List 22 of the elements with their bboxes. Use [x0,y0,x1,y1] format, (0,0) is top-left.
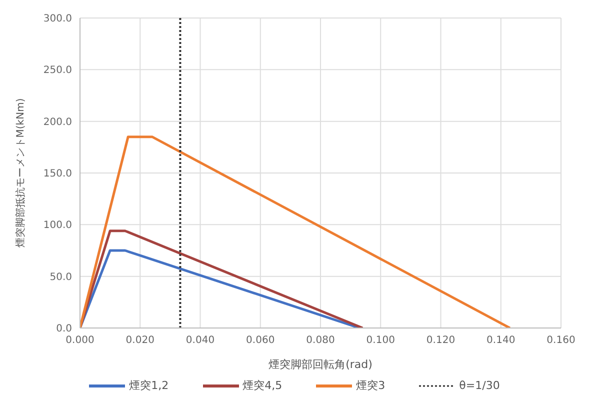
y-tick-label: 0.0 [56,324,72,335]
legend-label: 煙突4,5 [242,378,282,393]
x-tick-label: 0.120 [426,335,456,346]
y-tick-label: 50.0 [50,272,72,283]
y-tick-label: 250.0 [43,65,72,76]
y-tick-label: 150.0 [43,168,72,180]
x-tick-label: 0.020 [126,335,154,346]
legend-label: 煙突1,2 [129,378,169,393]
x-tick-label: 0.140 [486,335,516,346]
x-tick-label: 0.040 [186,335,215,346]
legend-label: θ=1/30 [459,379,500,392]
x-axis-title: 煙突脚部回転角(rad) [268,358,372,371]
y-tick-label: 100.0 [43,220,72,232]
x-tick-label: 0.080 [306,335,335,346]
legend-label: 煙突3 [356,378,386,393]
x-tick-label: 0.060 [246,335,275,346]
x-tick-label: 0.160 [546,335,576,346]
x-tick-label: 0.100 [366,335,395,346]
x-tick-label: 0.000 [66,335,94,346]
y-axis-title: 煙突脚部抵抗モーメントM(kNm) [14,98,27,248]
y-tick-label: 300.0 [43,14,72,25]
y-tick-label: 200.0 [43,116,72,128]
